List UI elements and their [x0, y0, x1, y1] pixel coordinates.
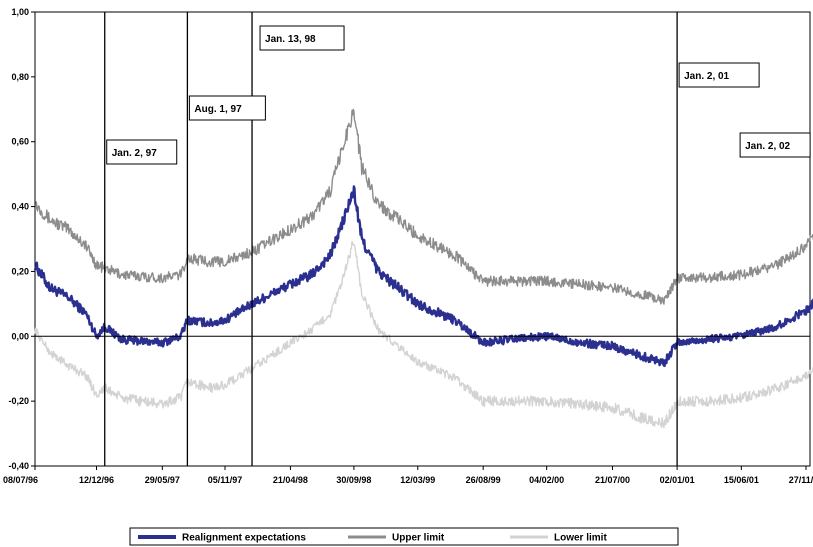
x-tick-label: 15/06/01 [724, 475, 759, 485]
y-tick-label: 0,60 [11, 137, 29, 147]
axes: 1,00 0,80 0,60 0,40 0,20 0,00 -0,20 -0,40 08/07/… [3, 7, 813, 485]
annotation-box [106, 139, 178, 165]
annotation-label: Jan. 13, 98 [265, 34, 316, 45]
annotation-box [678, 62, 760, 88]
legend-label: Lower limit [554, 533, 607, 544]
y-tick-label: 1,00 [11, 7, 29, 17]
series-line-2 [34, 240, 813, 429]
x-tick-label: 12/03/99 [400, 475, 435, 485]
legend-label: Realignment expectations [182, 533, 306, 544]
annotation-lines [104, 12, 678, 466]
annotation-label: Aug. 1, 97 [194, 104, 242, 115]
x-tick-label: 05/11/97 [208, 475, 243, 485]
annotation-label: Jan. 2, 01 [684, 71, 729, 82]
x-tick-label: 29/05/97 [145, 475, 180, 485]
annotation-box [188, 95, 266, 121]
annotation-label: Jan. 2, 02 [745, 141, 790, 152]
x-tick-label: 21/07/00 [595, 475, 630, 485]
y-tick-label: -0,40 [8, 461, 29, 471]
x-tick-label: 02/01/01 [660, 475, 695, 485]
series-line-1 [34, 108, 813, 305]
series-layer [33, 108, 813, 429]
y-tick-label: -0,20 [8, 396, 29, 406]
x-tick-label: 26/08/99 [466, 475, 501, 485]
y-tick-label: 0,00 [11, 331, 29, 341]
x-tick-label: 21/04/98 [273, 475, 308, 485]
x-tick-label: 12/12/96 [79, 475, 114, 485]
legend-label: Upper limit [392, 533, 445, 544]
series-line-0 [33, 185, 813, 368]
x-tick-label: 30/09/98 [336, 475, 371, 485]
legend-box [129, 527, 679, 546]
x-tick-label: 04/02/00 [529, 475, 564, 485]
legend: Realignment expectations Upper limit Lower… [129, 527, 679, 546]
annotation-labels: Jan. 2, 97 Aug. 1, 97 Jan. 13, 98 Jan. 2, 0… [106, 25, 811, 165]
y-tick-label: 0,80 [11, 72, 29, 82]
annotation-box [739, 132, 811, 158]
annotation-label: Jan. 2, 97 [112, 148, 157, 159]
y-tick-label: 0,40 [11, 202, 29, 212]
x-tick-label: 27/11/01 [789, 475, 813, 485]
y-tick-label: 0,20 [11, 266, 29, 276]
x-tick-label: 08/07/96 [3, 475, 38, 485]
annotation-box [259, 25, 345, 51]
